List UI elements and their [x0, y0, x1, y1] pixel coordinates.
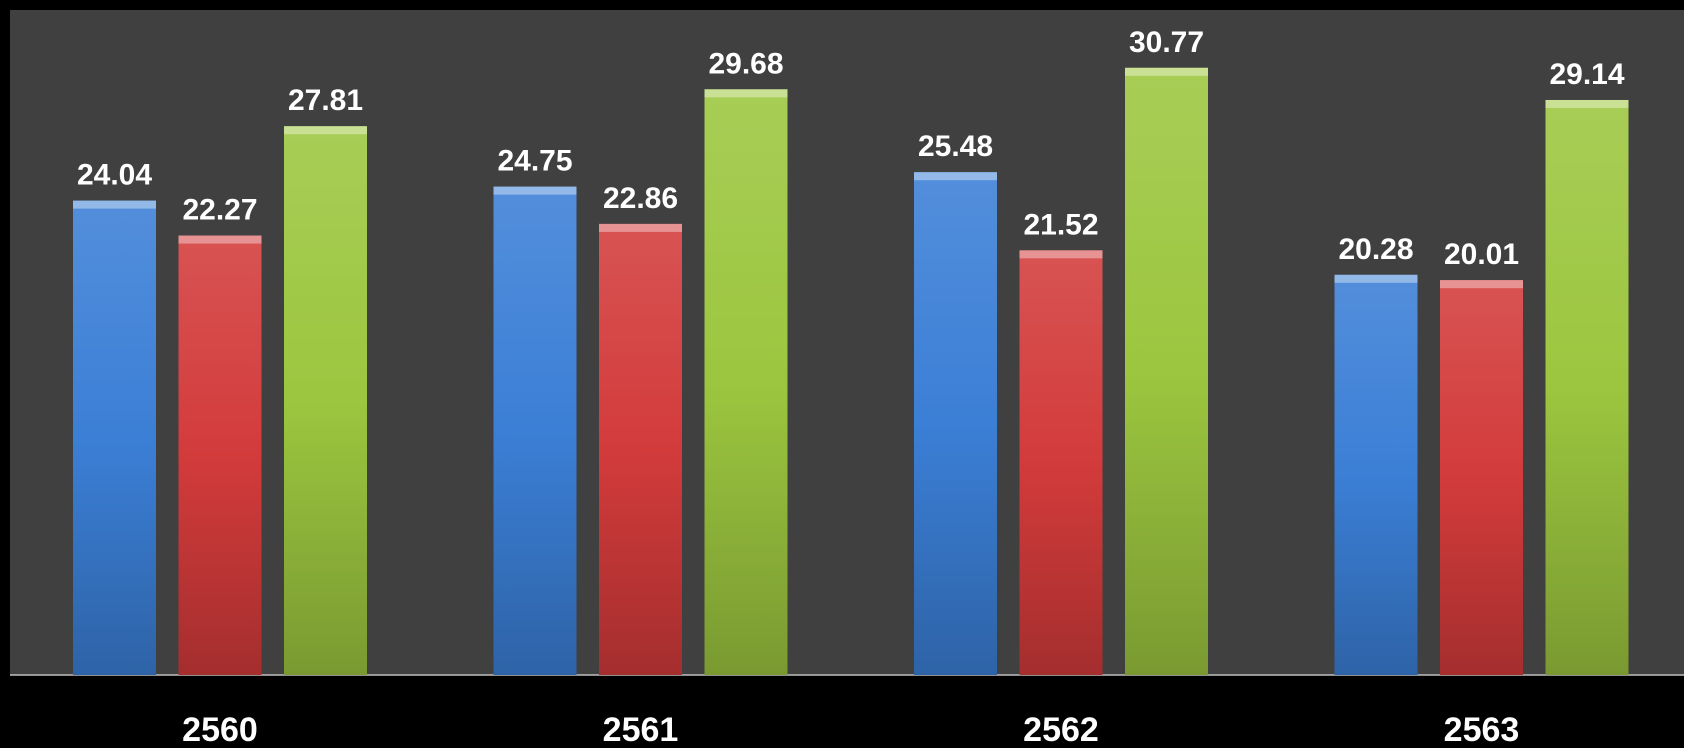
bar-top-bevel [178, 235, 262, 244]
bar [1334, 274, 1418, 675]
data-label: 22.86 [603, 182, 678, 215]
bar-top-bevel [1440, 280, 1523, 289]
bar-top-bevel [914, 172, 997, 181]
bar [599, 223, 682, 676]
bar [284, 126, 367, 676]
bar [1545, 99, 1629, 676]
bar [914, 172, 997, 675]
data-label: 21.52 [1023, 208, 1098, 241]
bar [73, 200, 156, 675]
bar-top-bevel [284, 126, 367, 135]
data-label: 24.75 [497, 145, 572, 178]
bar-top-bevel [1545, 99, 1629, 108]
x-tick-label: 2561 [603, 711, 679, 748]
bar [178, 235, 262, 675]
data-label: 27.81 [288, 84, 363, 117]
bar-top-bevel [704, 89, 788, 98]
bar [1125, 67, 1208, 675]
bar-top-bevel [493, 186, 577, 195]
bar-top-bevel [599, 223, 682, 232]
bar [704, 89, 788, 675]
bar [1019, 250, 1103, 676]
data-label: 22.27 [182, 194, 257, 227]
x-tick-label: 2562 [1023, 711, 1099, 748]
bar-top-bevel [1334, 274, 1418, 283]
data-label: 20.01 [1444, 238, 1519, 271]
bar [1440, 280, 1523, 675]
x-tick-label: 2563 [1444, 711, 1520, 748]
data-label: 24.04 [77, 159, 152, 192]
data-label: 29.14 [1549, 58, 1624, 91]
data-label: 30.77 [1129, 26, 1204, 59]
bar-top-bevel [73, 200, 156, 209]
data-label: 20.28 [1338, 233, 1413, 266]
data-label: 25.48 [918, 130, 993, 163]
data-label: 29.68 [708, 47, 783, 80]
x-tick-label: 2560 [182, 711, 258, 748]
bar [493, 186, 577, 675]
bar-top-bevel [1125, 67, 1208, 76]
bar-top-bevel [1019, 250, 1103, 259]
